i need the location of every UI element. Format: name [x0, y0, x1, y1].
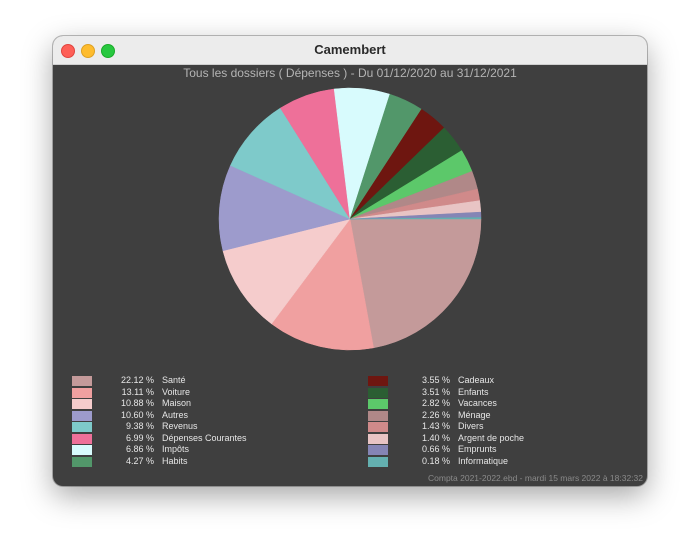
legend-swatch: [72, 456, 92, 467]
legend-label: Impôts: [162, 444, 190, 454]
pie-slice-1: [271, 218, 374, 351]
legend-percent: 3.55 %: [421, 375, 450, 385]
pie-slice-15: [349, 217, 482, 220]
legend-percent: 10.88 %: [120, 398, 154, 408]
legend-percent: 13.11 %: [121, 386, 154, 397]
legend-percent: 1.43 %: [421, 421, 450, 431]
pie-chart: [218, 87, 482, 351]
legend-swatch: [368, 456, 388, 467]
zoom-button[interactable]: [101, 44, 115, 58]
legend-percent: 6.86 %: [125, 444, 154, 454]
legend-swatch: [72, 433, 92, 444]
legend-swatch: [72, 422, 92, 432]
legend-label: Ménage: [458, 409, 491, 420]
legend-label: Maison: [162, 398, 192, 408]
legend-percent: 0.66 %: [421, 444, 450, 454]
legend-label: Dépenses Courantes: [162, 432, 247, 443]
legend-percent: 10.60 %: [120, 409, 154, 420]
legend-label: Emprunts: [458, 444, 497, 454]
legend-swatch: [368, 387, 388, 398]
legend-label: Divers: [458, 421, 484, 431]
legend-percent: 6.99 %: [125, 432, 154, 443]
legend-percent: 9.38 %: [125, 421, 154, 431]
legend-percent: 4.27 %: [125, 455, 154, 466]
legend-percent: 3.51 %: [421, 386, 450, 397]
legend-swatch: [368, 433, 388, 444]
legend-label: Cadeaux: [458, 375, 495, 385]
legend-label: Autres: [162, 409, 189, 420]
legend-label: Informatique: [458, 455, 509, 466]
pie-slice-0: [349, 218, 482, 349]
title-bar[interactable]: Camembert: [53, 36, 647, 65]
legend-label: Revenus: [162, 421, 198, 431]
close-button[interactable]: [61, 44, 75, 58]
legend-label: Argent de poche: [458, 432, 525, 443]
legend-swatch: [72, 387, 92, 398]
minimize-button[interactable]: [81, 44, 95, 58]
legend-percent: 2.26 %: [421, 409, 450, 420]
pie-slice-2: [222, 218, 351, 325]
window-title: Camembert: [314, 42, 386, 57]
legend-swatch: [368, 410, 388, 421]
pie-slice-4: [230, 107, 351, 220]
pie-slice-3: [218, 165, 351, 252]
legend-swatch: [72, 410, 92, 421]
legend-percent: 2.82 %: [421, 398, 450, 408]
legend-swatch: [368, 445, 388, 455]
legend-label: Vacances: [458, 398, 497, 408]
legend-percent: 0.18 %: [421, 455, 450, 466]
legend-label: Santé: [162, 375, 186, 385]
legend-swatch: [368, 422, 388, 432]
legend-swatch: [368, 399, 388, 409]
legend-swatch: [368, 376, 388, 386]
legend-swatch: [72, 376, 92, 386]
legend-percent: 22.12 %: [120, 375, 154, 385]
legend-label: Voiture: [162, 386, 191, 397]
legend-label: Enfants: [458, 386, 489, 397]
footer-status: Compta 2021-2022.ebd - mardi 15 mars 202…: [428, 473, 643, 483]
legend-swatch: [72, 399, 92, 409]
chart-window: Camembert Tous les dossiers ( Dépenses )…: [53, 36, 647, 486]
legend-label: Habits: [162, 455, 188, 466]
legend-percent: 1.40 %: [421, 432, 450, 443]
legend-swatch: [72, 445, 92, 455]
chart-title: Tous les dossiers ( Dépenses ) - Du 01/1…: [183, 66, 517, 80]
